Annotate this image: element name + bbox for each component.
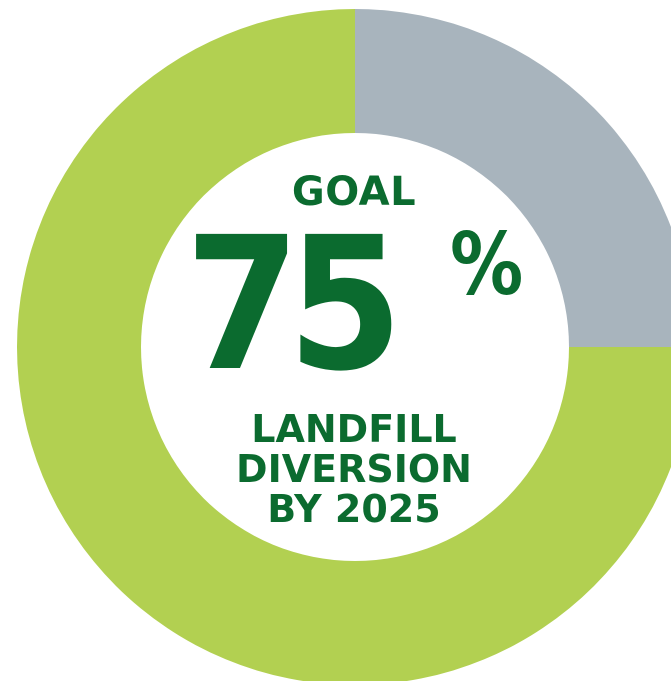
goal-number: 75 <box>185 198 403 412</box>
caption-line-landfill: LANDFILL <box>251 407 457 451</box>
goal-label: GOAL <box>291 169 417 215</box>
goal-percent-sign: % <box>450 215 524 315</box>
caption-line-year: BY 2025 <box>267 487 441 531</box>
caption-line-diversion: DIVERSION <box>236 447 472 491</box>
donut-hole <box>141 133 569 561</box>
goal-value: 75 % <box>185 198 565 412</box>
